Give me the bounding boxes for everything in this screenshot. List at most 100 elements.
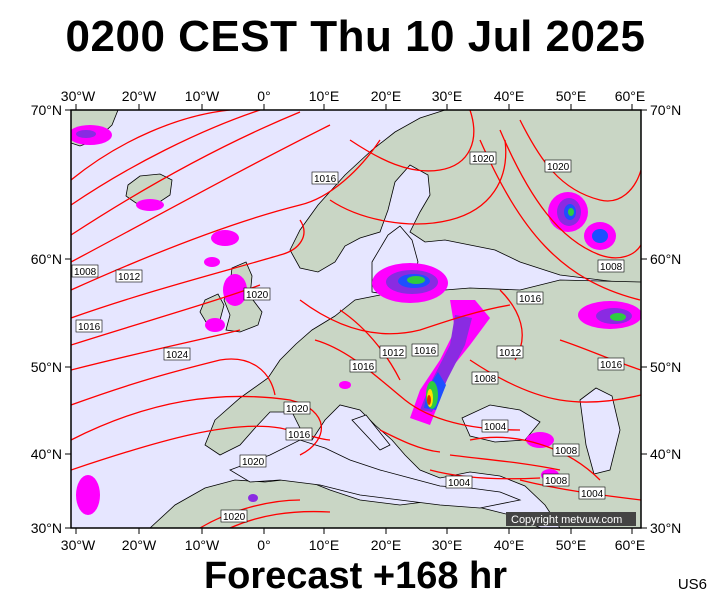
lat-label: 40°N <box>650 446 681 462</box>
copyright-badge: Copyright metvuw.com <box>506 512 636 526</box>
sea-mediterranean <box>229 439 522 509</box>
lon-label: 60°E <box>615 537 646 553</box>
sea-layer <box>229 225 621 509</box>
isobar-label: 1012 <box>379 345 407 359</box>
lon-label: 40°E <box>494 88 525 104</box>
land-scandinavia <box>289 110 641 286</box>
isobar-label: 1008 <box>471 371 499 385</box>
lat-ticks <box>65 109 647 529</box>
isobar-label: 1020 <box>469 151 497 165</box>
svg-text:1016: 1016 <box>414 346 437 357</box>
isobar-label: 1020 <box>239 454 267 468</box>
land-north-africa <box>149 477 542 528</box>
svg-text:1004: 1004 <box>581 489 604 500</box>
isobar-label: 1016 <box>349 359 377 373</box>
isobar-label: 1016 <box>597 357 625 371</box>
precip-band-east <box>410 300 490 425</box>
lon-label: 30°E <box>432 88 463 104</box>
precip-africa <box>76 475 258 515</box>
isobar-label: 1008 <box>542 473 570 487</box>
lon-label: 20°E <box>371 88 402 104</box>
svg-text:1020: 1020 <box>223 512 246 523</box>
lon-label: 20°W <box>122 537 157 553</box>
svg-text:1008: 1008 <box>74 267 97 278</box>
lat-label: 40°N <box>31 446 62 462</box>
isobar-label: 1016 <box>516 291 544 305</box>
lon-label: 0° <box>257 88 270 104</box>
svg-text:1016: 1016 <box>600 360 623 371</box>
svg-text:1008: 1008 <box>600 262 623 273</box>
isobar-labels: 1016 1020 1020 1008 1012 1016 1020 1016 … <box>71 151 625 523</box>
lon-ticks <box>75 104 633 534</box>
isobar-label: 1004 <box>578 486 606 500</box>
svg-text:1008: 1008 <box>474 374 497 385</box>
svg-text:1020: 1020 <box>547 162 570 173</box>
isobar-label: 1016 <box>311 171 339 185</box>
lon-label: 10°E <box>309 88 340 104</box>
lat-label: 30°N <box>31 520 62 536</box>
precip-britain <box>205 274 247 332</box>
svg-text:1008: 1008 <box>545 476 568 487</box>
model-code: US6 <box>677 576 707 593</box>
lat-label: 60°N <box>31 251 62 267</box>
lon-label: 30°W <box>61 537 96 553</box>
lat-labels-left: 70°N 60°N 50°N 40°N 30°N <box>31 102 62 536</box>
lon-label: 50°E <box>556 537 587 553</box>
svg-text:1020: 1020 <box>246 290 269 301</box>
precip-iceland <box>136 199 164 211</box>
isobar-label: 1020 <box>544 159 572 173</box>
forecast-label: Forecast +168 hr <box>203 555 508 597</box>
svg-text:1016: 1016 <box>288 430 311 441</box>
svg-text:1012: 1012 <box>499 348 522 359</box>
isobar-label: 1012 <box>115 269 143 283</box>
svg-text:1016: 1016 <box>78 322 101 333</box>
svg-text:Copyright metvuw.com: Copyright metvuw.com <box>511 514 622 526</box>
chart-title: 0200 CEST Thu 10 Jul 2025 <box>65 12 646 61</box>
precip-layer <box>71 125 641 515</box>
isobar-label: 1020 <box>243 287 271 301</box>
precip-baltic-low <box>372 263 448 303</box>
lon-label: 20°E <box>371 537 402 553</box>
lon-label: 20°W <box>122 88 157 104</box>
svg-text:1004: 1004 <box>484 422 507 433</box>
precip-russia-north <box>548 192 588 232</box>
map-frame <box>70 109 642 529</box>
lon-label: 10°E <box>309 537 340 553</box>
lon-label: 10°W <box>185 88 220 104</box>
isobar-label: 1012 <box>496 345 524 359</box>
lat-label: 30°N <box>650 520 681 536</box>
svg-text:1012: 1012 <box>118 272 141 283</box>
svg-text:1020: 1020 <box>286 404 309 415</box>
svg-text:1020: 1020 <box>472 154 495 165</box>
lat-label: 50°N <box>31 359 62 375</box>
lat-labels-right: 70°N 60°N 50°N 40°N 30°N <box>650 102 681 536</box>
isobar-label: 1016 <box>411 343 439 357</box>
sea-caspian <box>579 387 621 475</box>
lon-labels-top: 30°W 20°W 10°W 0° 10°E 20°E 30°E 40°E 50… <box>61 88 645 104</box>
lon-label: 0° <box>257 537 270 553</box>
sea-adriatic <box>351 414 391 451</box>
svg-text:1016: 1016 <box>519 294 542 305</box>
lon-label: 50°E <box>556 88 587 104</box>
isobar-label: 1008 <box>71 264 99 278</box>
lon-label: 60°E <box>615 88 646 104</box>
lon-label: 30°W <box>61 88 96 104</box>
isobar-label: 1024 <box>163 347 191 361</box>
isobar-label: 1004 <box>445 475 473 489</box>
isobar-label: 1020 <box>283 401 311 415</box>
precip-greenland <box>71 125 112 145</box>
isobar-label: 1008 <box>552 443 580 457</box>
svg-text:1004: 1004 <box>448 478 471 489</box>
lon-labels-bottom: 30°W 20°W 10°W 0° 10°E 20°E 30°E 40°E 50… <box>61 537 645 553</box>
lat-label: 60°N <box>650 251 681 267</box>
svg-text:1024: 1024 <box>166 350 189 361</box>
isobar-label: 1016 <box>75 319 103 333</box>
lat-label: 70°N <box>650 102 681 118</box>
svg-text:1008: 1008 <box>555 446 578 457</box>
precip-russia-east <box>578 301 641 329</box>
isobar-label: 1008 <box>597 259 625 273</box>
precip-small <box>339 381 351 389</box>
lon-label: 40°E <box>494 537 525 553</box>
lat-label: 70°N <box>31 102 62 118</box>
